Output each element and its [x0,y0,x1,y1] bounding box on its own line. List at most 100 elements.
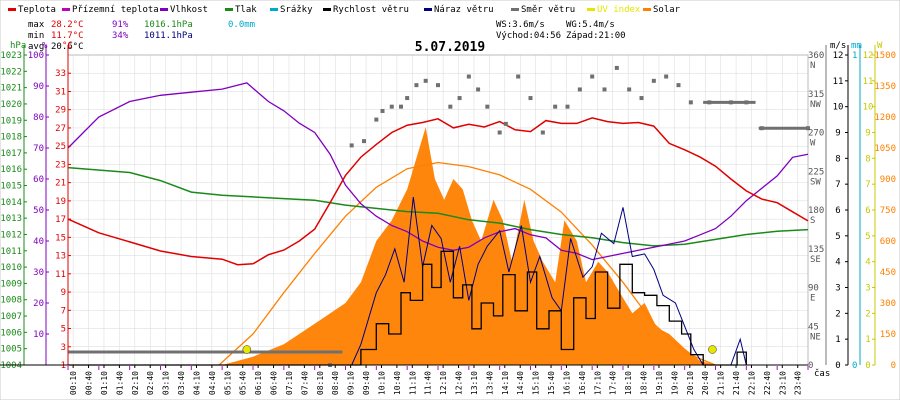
pressure-axis-tick-label: 1008 [0,296,22,306]
legend: Teplota Přízemní teplota Vlhkost Tlak Srážky… [8,5,681,15]
wind-dir-tick-label: 90 [808,284,819,294]
humidity-axis-tick-label: 20 [33,299,44,309]
wind-speed-axis-tick-label: 0 [835,361,840,371]
temperature-axis-tick-label: 1 [61,361,66,371]
temperature-axis-tick-label: 29 [55,106,66,116]
temperature-axis-tick-label: 3 [61,343,66,353]
x-tick-label: 12:10 [439,371,448,395]
wind-dir-point [639,96,644,101]
pressure-axis-tick-label: 1015 [0,182,22,192]
legend-label: Teplota [18,5,56,15]
pressure-axis-tick-label: 1004 [0,361,22,371]
uv-axis-tick-label: 5 [865,232,870,242]
legend-swatch [511,8,519,11]
wind-dir-point [627,87,632,92]
wind-speed-line [68,250,747,366]
wind-dir-point [528,96,533,101]
wind-dir-point [389,104,394,109]
wind-dir-tick-label: 45 [808,322,819,332]
temperature-axis-tick-label: 31 [55,87,66,97]
x-tick-label: 11:10 [408,371,417,395]
pressure-axis-tick-label: 1009 [0,279,22,289]
wind-dir-point [614,65,619,70]
x-tick-label: 05:10 [223,371,232,395]
wind-dir-point [540,130,545,135]
pressure-axis-tick-label: 1022 [0,67,22,77]
solar-axis-tick-label: 1350 [874,82,896,92]
wind-dir-point [516,74,521,79]
axis-titles: hPa% °C m/s mm W [10,41,883,51]
uv-axis-tick-label: 3 [865,284,870,294]
chart-title: 5.07.2019 [415,40,485,55]
solar-axis-tick-label: 0 [891,361,896,371]
max-rain: 0.0mm [228,20,255,30]
solar-axis-tick-label: 1050 [874,144,896,154]
pressure-unit: hPa [10,41,26,51]
pressure-axis-tick-label: 1017 [0,149,22,159]
wind-dir-point [565,104,570,109]
x-axis: 00:10 00:40 01:10 01:40 02:10 02:40 03:10 03:40… [0,364,830,395]
solar-area [222,127,716,365]
x-tick-label: 13:10 [470,371,479,395]
wg-value: WG:5.4m/s [566,20,615,30]
wind-dir-point [503,121,508,126]
wind-dir-point [602,87,607,92]
uv-axis-tick-label: 10 [863,103,874,113]
pressure-axis-tick-label: 1014 [0,198,22,208]
x-axis-label: čas [814,368,830,379]
x-tick-label: 00:40 [85,371,94,395]
legend-swatch [587,8,595,11]
wind-dir-tick-label: SW [810,177,821,187]
pressure-axis-tick-label: 1006 [0,328,22,338]
legend-swatch [8,8,16,11]
x-tick-label: 14:40 [516,371,525,395]
humidity-axis-tick-label: 70 [33,144,44,154]
wind-dir-tick-label: 270 [808,129,824,139]
x-tick-label: 06:10 [254,371,263,395]
pressure-axis-tick-label: 1007 [0,312,22,322]
x-tick-label: 10:40 [393,371,402,395]
avg-temp: 20.6°C [51,42,84,52]
legend-label: Přízemní teplota [72,5,159,15]
wind-dir-tick-label: E [810,294,815,304]
ws-value: WS:3.6m/s [496,20,545,30]
wind-speed-axis-tick-label: 12 [833,51,844,61]
x-tick-label: 19:10 [655,371,664,395]
wind-speed-axis-tick-label: 3 [835,284,840,294]
pressure-axis-tick-label: 1010 [0,263,22,273]
pressure-axis-tick-label: 1023 [0,51,22,61]
temperature-axis-tick-label: 9 [61,288,66,298]
x-tick-label: 16:40 [578,371,587,395]
solar-axis-tick-label: 900 [880,175,896,185]
max-hum: 91% [112,20,129,30]
wind-dir-tick-label: N [810,61,815,71]
wind-dir-point [651,78,656,83]
x-tick-label: 15:40 [547,371,556,395]
right-axes: 045NE90E135SE180S225SW270W315NW360N01234… [808,45,896,371]
wind-speed-axis-tick-label: 8 [835,154,840,164]
x-tick-label: 07:10 [285,371,294,395]
x-tick-label: 02:40 [146,371,155,395]
wind-dir-tick-label: 360 [808,51,824,61]
temperature-unit: °C [62,41,73,51]
rain-unit: mm [851,41,862,51]
humidity-unit: % [42,41,48,51]
wind-dir-tick-label: NW [810,100,821,110]
legend-label: Náraz větru [434,5,494,15]
uv-axis-tick-label: 9 [865,129,870,139]
legend-swatch [643,8,651,11]
x-tick-label: 17:10 [593,371,602,395]
wind-dir-point [362,139,366,144]
temperature-axis-tick-label: 17 [55,215,66,225]
x-tick-label: 04:40 [208,371,217,395]
x-tick-label: 09:40 [362,371,371,395]
x-tick-label: 03:10 [162,371,171,395]
humidity-axis-tick-label: 10 [33,330,44,340]
x-tick-label: 08:40 [331,371,340,395]
wind-dir-point [466,74,471,79]
x-tick-label: 06:40 [270,371,279,395]
uv-unit: W [877,41,883,51]
wind-dir-point [553,104,558,109]
